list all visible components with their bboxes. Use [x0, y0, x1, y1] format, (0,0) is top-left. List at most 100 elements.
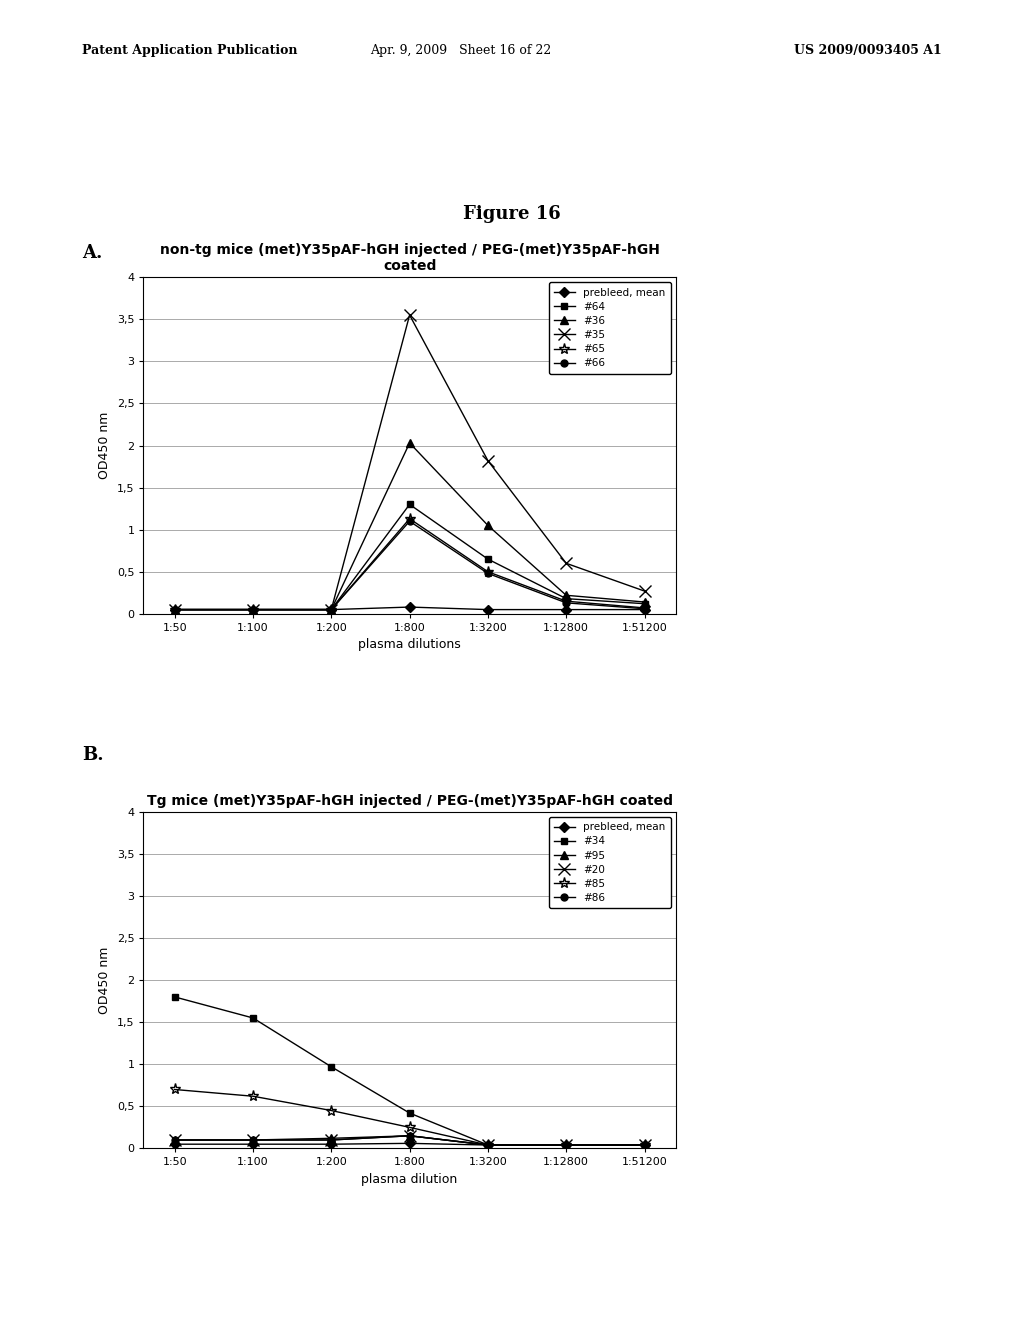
#64 — [403, 496, 416, 512]
#36 — [560, 587, 572, 603]
prebleed, mean — [403, 1135, 416, 1151]
Text: Patent Application Publication: Patent Application Publication — [82, 44, 297, 57]
Text: B.: B. — [82, 746, 103, 764]
prebleed, mean — [481, 1137, 494, 1152]
#95 — [326, 1130, 338, 1146]
#66 — [481, 565, 494, 581]
#86 — [169, 1133, 181, 1148]
Line: #35: #35 — [169, 309, 650, 615]
Y-axis label: OD450 nm: OD450 nm — [98, 412, 112, 479]
#65 — [247, 602, 259, 618]
#20 — [560, 1137, 572, 1152]
prebleed, mean — [638, 602, 650, 618]
#36 — [326, 602, 338, 618]
#86 — [638, 1137, 650, 1152]
#36 — [247, 602, 259, 618]
#95 — [247, 1133, 259, 1148]
#66 — [169, 602, 181, 618]
#34 — [638, 1137, 650, 1152]
#34 — [326, 1059, 338, 1074]
X-axis label: plasma dilutions: plasma dilutions — [358, 639, 461, 651]
Line: #36: #36 — [171, 438, 648, 614]
Line: prebleed, mean: prebleed, mean — [171, 603, 648, 612]
#36 — [403, 436, 416, 451]
#66 — [403, 513, 416, 529]
Legend: prebleed, mean, #64, #36, #35, #65, #66: prebleed, mean, #64, #36, #35, #65, #66 — [549, 282, 671, 374]
prebleed, mean — [560, 1137, 572, 1152]
#35 — [247, 602, 259, 618]
Line: #66: #66 — [171, 517, 648, 612]
#86 — [326, 1133, 338, 1148]
#20 — [403, 1127, 416, 1143]
Text: Apr. 9, 2009   Sheet 16 of 22: Apr. 9, 2009 Sheet 16 of 22 — [370, 44, 552, 57]
#35 — [326, 602, 338, 618]
#64 — [638, 595, 650, 611]
#66 — [638, 601, 650, 616]
Text: A.: A. — [82, 244, 102, 263]
#20 — [169, 1133, 181, 1148]
#95 — [169, 1133, 181, 1148]
X-axis label: plasma dilution: plasma dilution — [361, 1173, 458, 1185]
Y-axis label: OD450 nm: OD450 nm — [98, 946, 112, 1014]
#34 — [403, 1105, 416, 1121]
#65 — [403, 511, 416, 527]
#20 — [247, 1133, 259, 1148]
Title: Tg mice (met)Y35pAF-hGH injected / PEG-(met)Y35pAF-hGH coated: Tg mice (met)Y35pAF-hGH injected / PEG-(… — [146, 793, 673, 808]
prebleed, mean — [326, 1137, 338, 1152]
Line: #86: #86 — [171, 1133, 648, 1148]
#20 — [481, 1137, 494, 1152]
#35 — [169, 602, 181, 618]
#65 — [169, 602, 181, 618]
#85 — [481, 1137, 494, 1152]
#95 — [403, 1127, 416, 1143]
#35 — [403, 308, 416, 323]
#86 — [481, 1137, 494, 1152]
#64 — [481, 552, 494, 568]
#86 — [403, 1127, 416, 1143]
#85 — [638, 1137, 650, 1152]
Line: prebleed, mean: prebleed, mean — [171, 1140, 648, 1148]
Line: #85: #85 — [169, 1084, 650, 1151]
#65 — [560, 593, 572, 609]
Line: #20: #20 — [169, 1130, 650, 1151]
Line: #34: #34 — [171, 994, 648, 1148]
#20 — [638, 1137, 650, 1152]
Line: #64: #64 — [171, 500, 648, 612]
#86 — [247, 1133, 259, 1148]
#85 — [247, 1088, 259, 1104]
#64 — [169, 602, 181, 618]
#95 — [481, 1137, 494, 1152]
prebleed, mean — [247, 602, 259, 618]
#85 — [403, 1119, 416, 1135]
prebleed, mean — [326, 602, 338, 618]
prebleed, mean — [638, 1137, 650, 1152]
#65 — [326, 602, 338, 618]
#34 — [169, 989, 181, 1005]
Text: US 2009/0093405 A1: US 2009/0093405 A1 — [795, 44, 942, 57]
#95 — [638, 1137, 650, 1152]
#34 — [247, 1010, 259, 1026]
#85 — [560, 1137, 572, 1152]
#36 — [638, 594, 650, 610]
#35 — [638, 583, 650, 599]
Legend: prebleed, mean, #34, #95, #20, #85, #86: prebleed, mean, #34, #95, #20, #85, #86 — [549, 817, 671, 908]
prebleed, mean — [481, 602, 494, 618]
#35 — [481, 453, 494, 469]
#86 — [560, 1137, 572, 1152]
#35 — [560, 556, 572, 572]
Text: Figure 16: Figure 16 — [463, 205, 561, 223]
#66 — [560, 595, 572, 611]
#64 — [560, 591, 572, 607]
#34 — [481, 1137, 494, 1152]
prebleed, mean — [169, 1137, 181, 1152]
prebleed, mean — [560, 602, 572, 618]
#95 — [560, 1137, 572, 1152]
#66 — [326, 602, 338, 618]
#85 — [169, 1081, 181, 1097]
Line: #65: #65 — [169, 513, 650, 615]
prebleed, mean — [169, 602, 181, 618]
#65 — [638, 601, 650, 616]
#20 — [326, 1133, 338, 1148]
#36 — [169, 602, 181, 618]
Line: #95: #95 — [171, 1131, 648, 1150]
